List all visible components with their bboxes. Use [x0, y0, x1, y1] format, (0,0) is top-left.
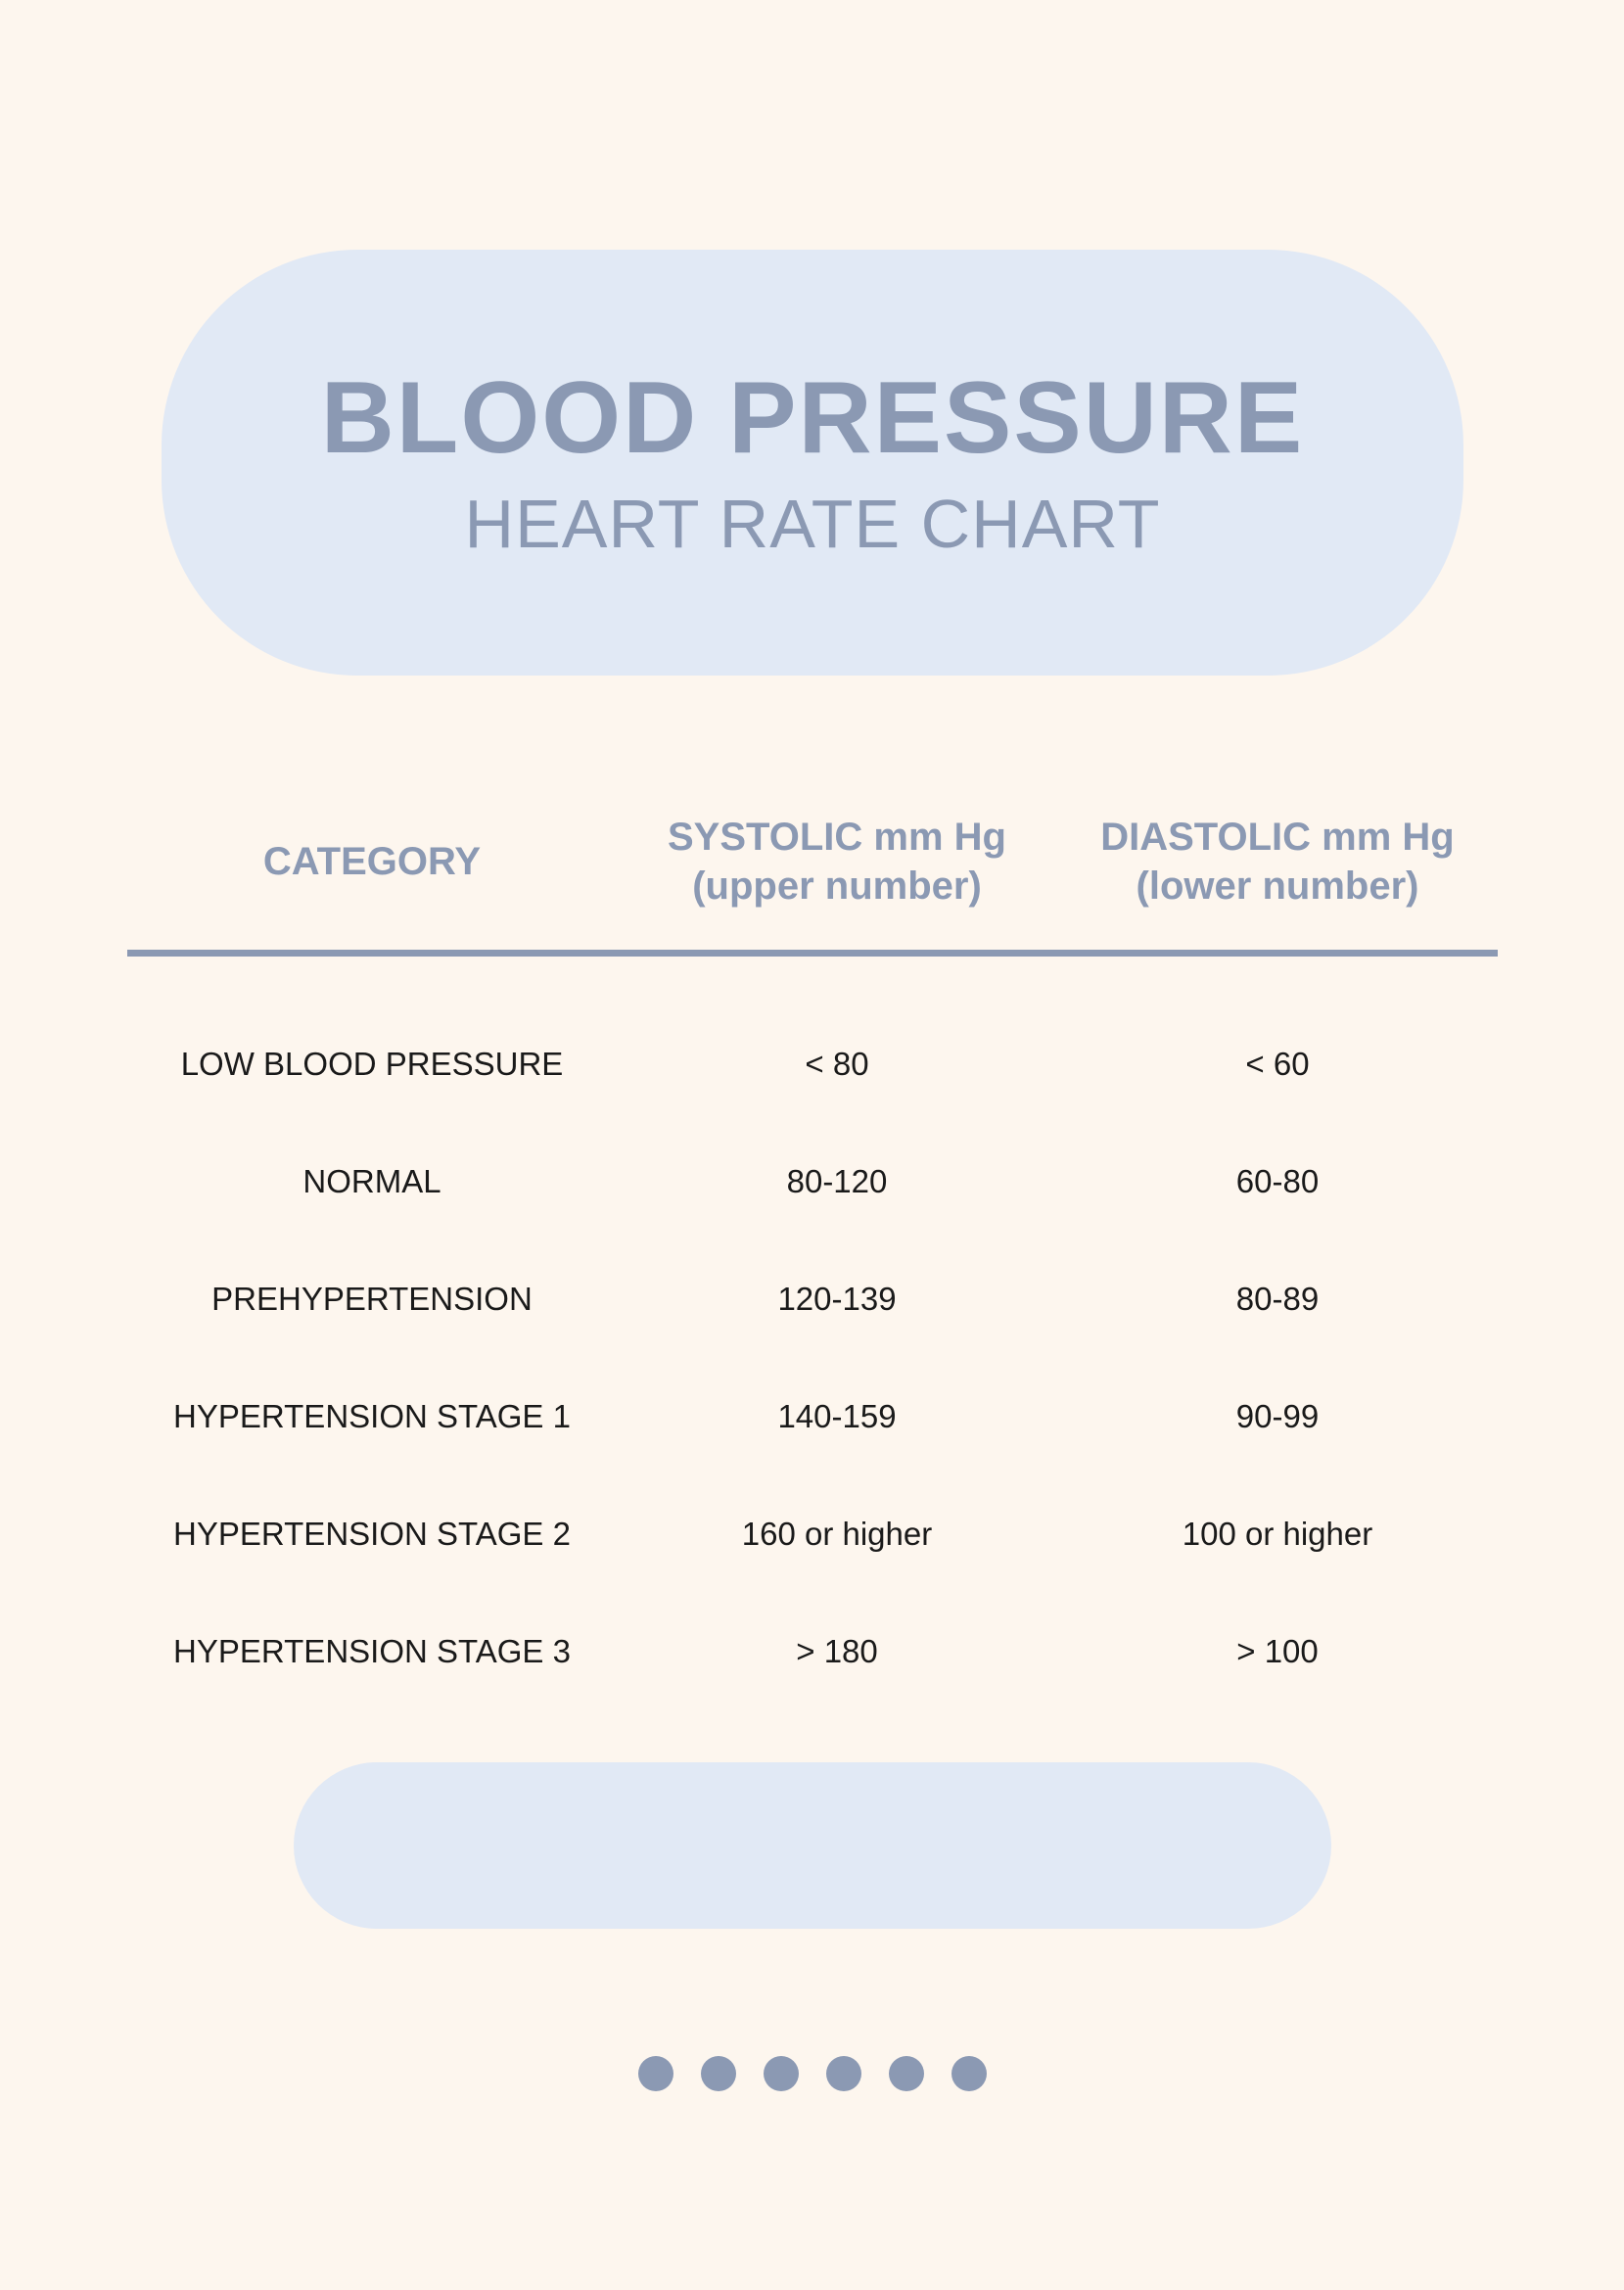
cell-systolic: 80-120: [617, 1163, 1057, 1200]
cell-category: PREHYPERTENSION: [127, 1281, 617, 1318]
th-systolic: SYSTOLIC mm Hg (upper number): [617, 813, 1057, 911]
dots-decoration: [0, 2056, 1624, 2091]
cell-diastolic: 80-89: [1057, 1281, 1498, 1318]
dot-icon: [638, 2056, 673, 2091]
cell-category: HYPERTENSION STAGE 3: [127, 1633, 617, 1670]
bp-table: CATEGORY SYSTOLIC mm Hg (upper number) D…: [127, 813, 1498, 1710]
th-category: CATEGORY: [127, 837, 617, 886]
cell-systolic: < 80: [617, 1046, 1057, 1083]
th-category-line1: CATEGORY: [127, 837, 617, 886]
table-row: HYPERTENSION STAGE 3 > 180 > 100: [127, 1593, 1498, 1710]
dot-icon: [701, 2056, 736, 2091]
cell-systolic: > 180: [617, 1633, 1057, 1670]
dot-icon: [826, 2056, 861, 2091]
cell-systolic: 160 or higher: [617, 1516, 1057, 1553]
dot-icon: [764, 2056, 799, 2091]
cell-category: HYPERTENSION STAGE 1: [127, 1398, 617, 1435]
table-row: PREHYPERTENSION 120-139 80-89: [127, 1240, 1498, 1358]
cell-diastolic: < 60: [1057, 1046, 1498, 1083]
dot-icon: [889, 2056, 924, 2091]
table-body: LOW BLOOD PRESSURE < 80 < 60 NORMAL 80-1…: [127, 957, 1498, 1710]
cell-category: LOW BLOOD PRESSURE: [127, 1046, 617, 1083]
cell-diastolic: 60-80: [1057, 1163, 1498, 1200]
header-pill: BLOOD PRESSURE HEART RATE CHART: [162, 250, 1463, 676]
cell-diastolic: 100 or higher: [1057, 1516, 1498, 1553]
title-sub: HEART RATE CHART: [465, 485, 1161, 563]
table-header-row: CATEGORY SYSTOLIC mm Hg (upper number) D…: [127, 813, 1498, 950]
table-row: NORMAL 80-120 60-80: [127, 1123, 1498, 1240]
table-row: HYPERTENSION STAGE 2 160 or higher 100 o…: [127, 1475, 1498, 1593]
table-divider: [127, 950, 1498, 957]
th-systolic-line1: SYSTOLIC mm Hg: [617, 813, 1057, 862]
th-diastolic-line1: DIASTOLIC mm Hg: [1057, 813, 1498, 862]
table-row: LOW BLOOD PRESSURE < 80 < 60: [127, 1005, 1498, 1123]
th-diastolic-line2: (lower number): [1057, 862, 1498, 911]
footer-pill: [294, 1762, 1331, 1929]
cell-systolic: 140-159: [617, 1398, 1057, 1435]
th-diastolic: DIASTOLIC mm Hg (lower number): [1057, 813, 1498, 911]
title-main: BLOOD PRESSURE: [321, 362, 1305, 474]
dot-icon: [951, 2056, 987, 2091]
cell-diastolic: > 100: [1057, 1633, 1498, 1670]
cell-diastolic: 90-99: [1057, 1398, 1498, 1435]
th-systolic-line2: (upper number): [617, 862, 1057, 911]
cell-category: NORMAL: [127, 1163, 617, 1200]
cell-systolic: 120-139: [617, 1281, 1057, 1318]
cell-category: HYPERTENSION STAGE 2: [127, 1516, 617, 1553]
table-row: HYPERTENSION STAGE 1 140-159 90-99: [127, 1358, 1498, 1475]
